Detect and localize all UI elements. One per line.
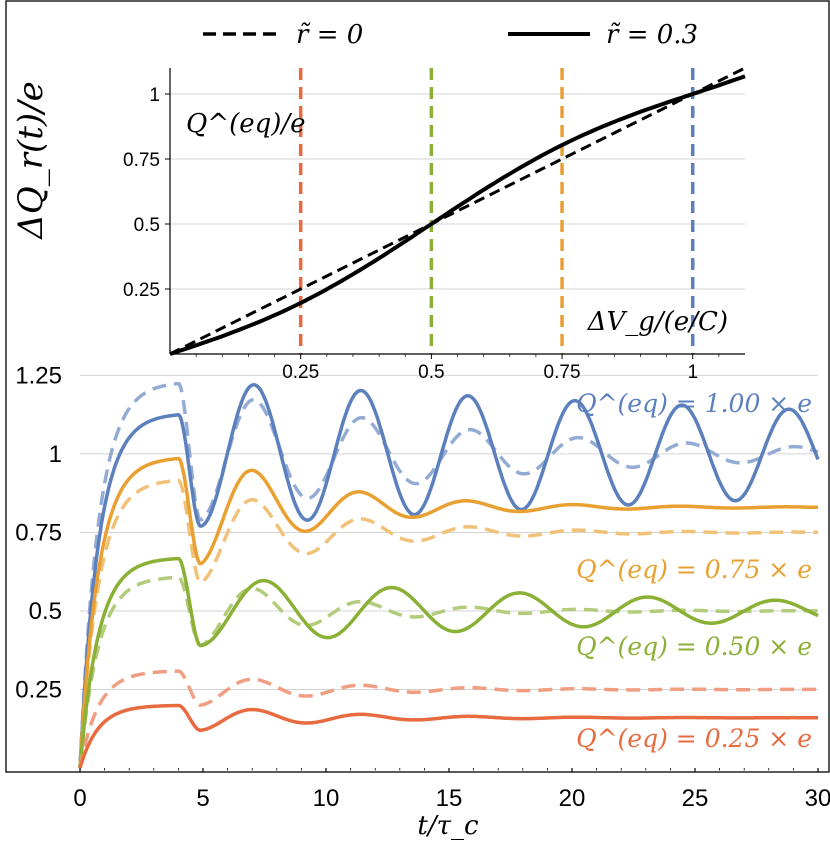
legend-label-r03: r̃ = 0.3 — [606, 20, 698, 50]
main-series-solid — [78, 456, 819, 769]
main-y-tick-label: 0.25 — [15, 676, 62, 703]
inset-lines — [169, 66, 746, 356]
inset-x-tick-label: 1 — [687, 362, 698, 383]
main-y-tick-label: 0.5 — [29, 598, 62, 625]
main-ticks: 0 5 10 15 20 25 30 0.25 0.5 0.75 1 1.25 — [15, 362, 830, 812]
main-series-solid — [78, 383, 820, 769]
main-x-tick-label: 20 — [559, 785, 586, 812]
main-series-solid — [78, 556, 819, 769]
main-x-tick-label: 15 — [436, 785, 463, 812]
inset-y-axis-label-text: Q^(eq)/e — [186, 109, 306, 139]
inset-x-tick-label: 0.75 — [544, 362, 581, 383]
inset-y-tick-label: 0.5 — [134, 215, 160, 236]
main-series-dashed — [78, 381, 819, 769]
inset-y-tick-label: 1 — [149, 85, 160, 106]
legend-label-r0: r̃ = 0 — [296, 20, 363, 50]
main-y-tick-label: 1.25 — [15, 362, 62, 389]
main-plot-frame — [5, 0, 830, 773]
main-x-tick-label: 5 — [196, 785, 209, 812]
inset-curve-dashed — [169, 66, 746, 356]
legend: r̃ = 0 r̃ = 0.3 — [203, 20, 698, 50]
main-y-tick-label: 0.75 — [15, 519, 62, 546]
main-x-tick-label: 0 — [73, 785, 86, 812]
main-series-labels: Q^(eq) = 1.00 × e Q^(eq) = 0.75 × e Q^(eq)… — [576, 389, 812, 753]
inset-ticks: 0.25 0.5 0.75 1 0.25 0.5 0.75 1 — [123, 85, 720, 383]
main-x-tick-label: 25 — [682, 785, 709, 812]
main-series-dashed — [78, 478, 819, 769]
main-x-tick-label: 30 — [805, 785, 830, 812]
inset-x-tick-label: 0.5 — [418, 362, 444, 383]
main-series-label: Q^(eq) = 0.75 × e — [576, 555, 812, 584]
main-series-dashed — [78, 669, 819, 769]
inset-y-tick-label: 0.75 — [123, 150, 160, 171]
main-y-tick-label: 1 — [49, 441, 62, 468]
main-x-axis-label-text: t/τ_c — [417, 811, 479, 841]
inset-x-axis-label-text: ΔV_g/(e/C) — [587, 307, 728, 337]
main-series-label: Q^(eq) = 0.25 × e — [576, 724, 812, 753]
main-y-axis-label-text: ΔQ_r(t)/e — [11, 81, 51, 240]
main-series-label: Q^(eq) = 1.00 × e — [576, 389, 812, 418]
main-x-tick-label: 10 — [313, 785, 340, 812]
main-series-solid — [78, 703, 818, 769]
inset-x-tick-label: 0.25 — [282, 362, 319, 383]
main-y-axis-label: ΔQ_r(t)/e — [11, 81, 51, 240]
main-series-group — [78, 381, 820, 769]
main-x-axis-label: t/τ_c — [417, 811, 479, 841]
inset-x-axis-label: ΔV_g/(e/C) — [587, 307, 728, 337]
inset-y-axis-label: Q^(eq)/e — [186, 109, 306, 139]
inset-y-tick-label: 0.25 — [123, 280, 160, 301]
main-series-label: Q^(eq) = 0.50 × e — [576, 632, 812, 661]
inset-curve-solid — [169, 74, 746, 356]
